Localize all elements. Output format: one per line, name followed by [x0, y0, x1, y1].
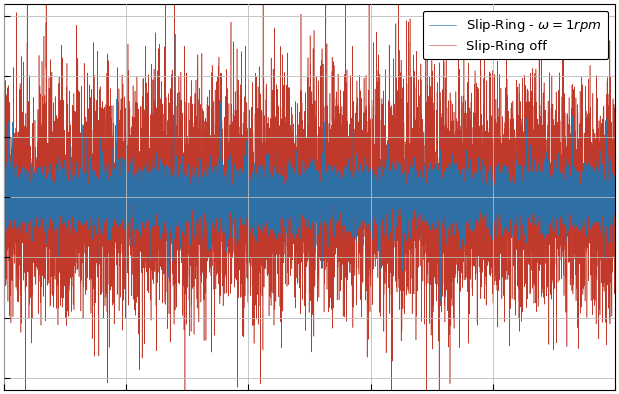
Slip-Ring off: [579, 82, 586, 87]
Legend: Slip-Ring - $\omega = 1rpm$, Slip-Ring off: Slip-Ring - $\omega = 1rpm$, Slip-Ring o…: [423, 11, 608, 59]
Slip-Ring off: [299, 220, 306, 225]
Slip-Ring - $\omega = 1rpm$: [120, 198, 128, 203]
Slip-Ring - $\omega = 1rpm$: [1, 168, 8, 173]
Slip-Ring - $\omega = 1rpm$: [171, 32, 179, 37]
Slip-Ring off: [611, 116, 618, 121]
Slip-Ring - $\omega = 1rpm$: [579, 176, 586, 181]
Slip-Ring - $\omega = 1rpm$: [37, 165, 45, 169]
Slip-Ring off: [26, 219, 33, 224]
Slip-Ring off: [37, 190, 45, 194]
Slip-Ring off: [1, 233, 8, 238]
Slip-Ring - $\omega = 1rpm$: [3, 223, 11, 228]
Slip-Ring off: [120, 139, 128, 144]
Slip-Ring - $\omega = 1rpm$: [437, 299, 444, 304]
Slip-Ring - $\omega = 1rpm$: [611, 215, 618, 220]
Slip-Ring off: [3, 199, 11, 204]
Slip-Ring - $\omega = 1rpm$: [26, 197, 33, 201]
Line: Slip-Ring - $\omega = 1rpm$: Slip-Ring - $\omega = 1rpm$: [4, 34, 615, 302]
Slip-Ring - $\omega = 1rpm$: [299, 180, 306, 185]
Line: Slip-Ring off: Slip-Ring off: [4, 0, 615, 394]
